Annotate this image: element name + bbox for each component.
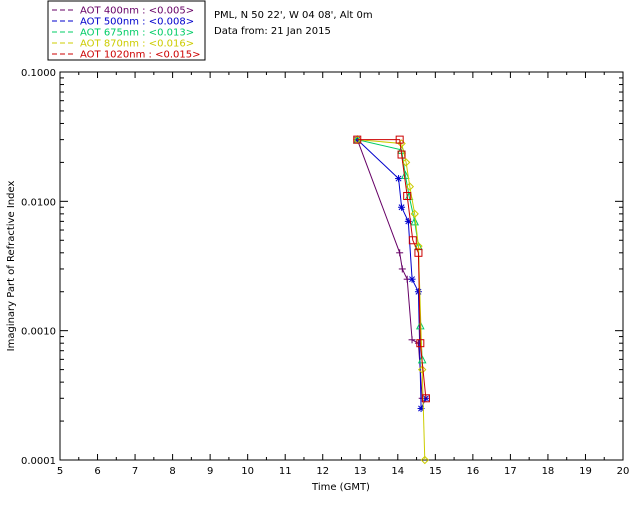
series: [353, 136, 426, 402]
marker-shape: [408, 236, 417, 245]
x-tick-label: 10: [241, 466, 254, 477]
series: [353, 135, 430, 403]
x-tick-label: 15: [429, 466, 442, 477]
location-text: PML, N 50 22', W 04 08', Alt 0m: [214, 10, 373, 21]
marker-shape: [405, 182, 415, 191]
data-point: [410, 216, 419, 226]
series-line: [356, 139, 423, 399]
data-point: [410, 209, 419, 219]
y-axis-title: Imaginary Part of Refractive Index: [6, 181, 17, 352]
marker-shape: [397, 139, 406, 148]
data-point: [420, 455, 430, 465]
marker-shape: [401, 158, 411, 167]
x-tick-label: 7: [132, 466, 138, 477]
y-tick-label: 0.1000: [21, 68, 56, 79]
data-point: [405, 182, 415, 191]
marker-shape: [353, 135, 362, 144]
x-tick-label: 9: [207, 466, 213, 477]
legend-box: [47, 0, 206, 61]
data-point: [414, 288, 422, 296]
marker-shape: [397, 150, 406, 159]
data-point: [397, 150, 406, 159]
data-point: [417, 365, 427, 374]
data-point: [395, 135, 404, 144]
plot-area: [59, 71, 624, 461]
x-tick-label: 12: [316, 466, 329, 477]
date-text: Data from: 21 Jan 2015: [214, 26, 331, 37]
data-point: [416, 339, 425, 348]
legend: AOT 400nm : <0.005>AOT 500nm : <0.008>AO…: [47, 0, 206, 61]
data-point: [414, 248, 423, 257]
legend-label: AOT 870nm : <0.016>: [80, 39, 194, 50]
series: [353, 135, 430, 465]
x-tick-label: 13: [354, 466, 367, 477]
marker-shape: [410, 216, 419, 226]
marker-shape: [395, 135, 404, 144]
series: [353, 136, 430, 413]
marker-shape: [416, 339, 425, 348]
series-line: [357, 139, 423, 360]
data-point: [421, 394, 430, 403]
legend-label: AOT 500nm : <0.008>: [80, 17, 194, 28]
data-point: [408, 275, 416, 283]
legend-label: AOT 400nm : <0.005>: [80, 6, 194, 17]
legend-entry: AOT 400nm : <0.005>: [52, 6, 194, 17]
marker-shape: [417, 365, 427, 374]
y-tick-label: 0.0010: [21, 327, 56, 338]
y-tick-label: 0.0100: [21, 197, 56, 208]
marker-shape: [414, 248, 423, 257]
x-tick-label: 11: [279, 466, 292, 477]
y-axis: 0.0001 0.0010 0.0100 0.1000: [21, 68, 623, 467]
legend-entry: AOT 500nm : <0.008>: [52, 17, 194, 28]
x-tick-label: 5: [57, 466, 63, 477]
marker-shape: [410, 209, 419, 219]
data-point: [353, 135, 362, 144]
x-tick-label: 18: [542, 466, 555, 477]
legend-label: AOT 1020nm : <0.015>: [80, 50, 200, 61]
legend-entry: AOT 870nm : <0.016>: [52, 39, 194, 50]
data-point: [398, 203, 406, 211]
x-axis: 5 6 7 8 9 10 11 12 13 14 15 16 17 18 19 20: [57, 72, 630, 477]
x-tick-label: 17: [504, 466, 517, 477]
marker-shape: [403, 191, 412, 200]
marker-stroke: [409, 276, 416, 283]
legend-entry: AOT 1020nm : <0.015>: [52, 50, 200, 61]
data-point: [396, 249, 404, 257]
legend-entries: AOT 400nm : <0.005>AOT 500nm : <0.008>AO…: [52, 6, 200, 61]
marker-stroke: [395, 175, 402, 182]
x-tick-label: 19: [579, 466, 592, 477]
data-point: [408, 336, 416, 344]
marker-shape: [421, 394, 430, 403]
x-tick-label: 6: [94, 466, 100, 477]
data-point: [395, 175, 403, 183]
series-line: [356, 139, 427, 409]
y-tick-label: 0.0001: [21, 456, 56, 467]
data-point: [403, 191, 412, 200]
marker-stroke: [398, 204, 405, 211]
marker-shape: [420, 455, 430, 465]
data-point: [408, 236, 417, 245]
legend-entry: AOT 675nm : <0.013>: [52, 28, 194, 39]
x-tick-label: 16: [466, 466, 479, 477]
series-line: [357, 139, 426, 461]
x-tick-label: 14: [391, 466, 404, 477]
data-point: [397, 139, 406, 148]
x-axis-title: Time (GMT): [311, 482, 370, 493]
x-tick-label: 20: [617, 466, 630, 477]
series-layer: [352, 135, 430, 465]
legend-label: AOT 675nm : <0.013>: [80, 28, 194, 39]
series-line: [357, 139, 427, 399]
x-tick-label: 8: [169, 466, 175, 477]
data-point: [398, 265, 406, 273]
data-point: [401, 158, 411, 167]
